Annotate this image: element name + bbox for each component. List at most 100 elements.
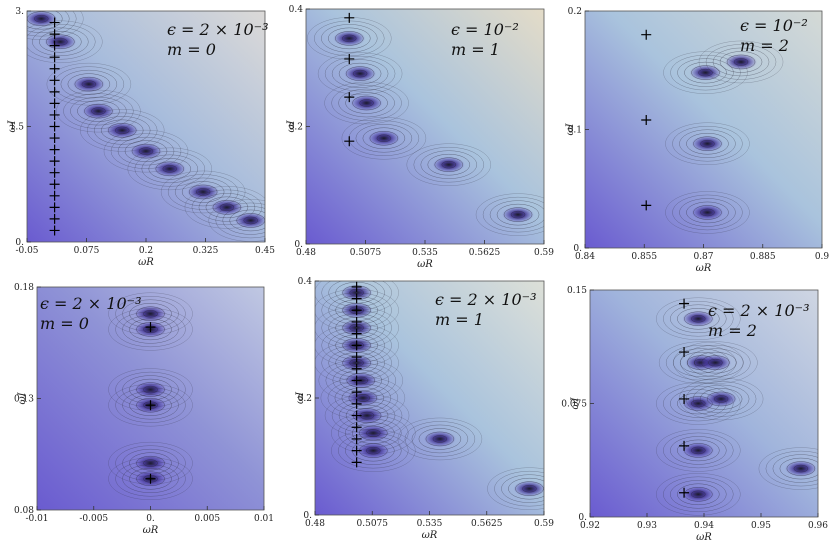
- cross-marker-1-8: [49, 144, 60, 155]
- cross-marker-1-4: [49, 190, 60, 201]
- annotation-2-line-1: ϵ = 10⁻²: [451, 20, 519, 39]
- x-axis-label-3: ωR: [696, 263, 712, 274]
- pole-6-8: [758, 447, 818, 490]
- cross-marker-6-2: [679, 347, 690, 358]
- y-tick-label-2-3: 0.4: [289, 5, 304, 15]
- x-axis-label-2: ωR: [417, 259, 433, 270]
- cross-marker-5-5: [351, 328, 362, 339]
- cross-marker-1-1: [49, 225, 60, 236]
- x-tick-label-4-4: 0.005: [194, 514, 220, 524]
- pole-3-1: [663, 51, 748, 94]
- annotation-5-line-1: ϵ = 2 × 10⁻³: [435, 290, 537, 309]
- y-tick-label-4-1: 0.08: [14, 506, 34, 516]
- x-tick-label-5-3: 0.535: [417, 519, 443, 529]
- cross-marker-1-12: [49, 98, 60, 109]
- cross-marker-1-19: [49, 17, 60, 28]
- annotation-4-line-2: m = 0: [40, 314, 89, 333]
- x-tick-label-2-1: 0.48: [296, 248, 316, 258]
- x-axis-label-1: ωR: [138, 257, 154, 268]
- y-tick-label-6-2: 0.075: [561, 400, 587, 410]
- cross-marker-1-2: [49, 213, 60, 224]
- panel-2-background: [306, 9, 544, 244]
- y-axis-label-2: ωI: [286, 119, 297, 132]
- cross-marker-1-18: [49, 29, 60, 40]
- pole-1-3: [56, 89, 141, 133]
- cross-marker-1-7: [49, 156, 60, 167]
- y-tick-label-4-3: 0.18: [14, 283, 34, 293]
- cross-marker-6-4: [679, 440, 690, 451]
- y-tick-label-2-2: 0.2: [289, 123, 303, 133]
- cross-marker-1-6: [49, 167, 60, 178]
- pole-6-1: [656, 297, 741, 340]
- cross-marker-3-3: [641, 200, 652, 211]
- cross-marker-6-3: [679, 393, 690, 404]
- pole-1-8: [184, 186, 265, 229]
- annotation-1-line-2: m = 0: [167, 40, 216, 59]
- pole-2-5: [406, 143, 492, 186]
- pole-2-4: [341, 117, 427, 160]
- pole-6-3: [673, 341, 758, 384]
- pole-2-1: [307, 17, 392, 60]
- x-tick-label-1-2: 0.075: [74, 246, 100, 256]
- pole-3-2: [698, 40, 784, 84]
- cross-marker-5-11: [351, 398, 362, 409]
- y-tick-label-3-1: 0.: [573, 244, 582, 254]
- y-tick-label-1-2: 1.5: [10, 123, 25, 133]
- y-axis-label-6: ωI: [570, 396, 581, 409]
- cross-marker-4-3: [145, 473, 156, 484]
- pole-6-6: [656, 429, 741, 472]
- y-tick-label-5-2: 0.2: [298, 394, 312, 404]
- pole-1-5: [103, 129, 189, 173]
- cross-marker-1-15: [49, 63, 60, 74]
- x-tick-label-2-4: 0.5625: [469, 248, 501, 258]
- annotation-6-line-1: ϵ = 2 × 10⁻³: [708, 301, 810, 320]
- cross-marker-2-3: [344, 92, 355, 103]
- x-axis-label-4: ωR: [143, 525, 159, 536]
- annotation-3-line-2: m = 2: [740, 36, 789, 55]
- cross-marker-5-16: [351, 457, 362, 468]
- x-tick-label-6-3: 0.94: [694, 521, 714, 531]
- cross-marker-2-2: [344, 53, 355, 64]
- cross-marker-5-6: [351, 340, 362, 351]
- pole-2-3: [324, 81, 409, 125]
- cross-marker-1-11: [49, 109, 60, 120]
- cross-marker-5-1: [351, 281, 362, 292]
- cross-marker-5-14: [351, 433, 362, 444]
- annotation-3-line-1: ϵ = 10⁻²: [740, 16, 808, 35]
- cross-marker-5-15: [351, 445, 362, 456]
- pole-2-6: [475, 193, 544, 236]
- x-tick-label-3-1: 0.84: [575, 252, 595, 262]
- annotation-4-line-1: ϵ = 2 × 10⁻³: [40, 294, 142, 313]
- y-tick-label-5-1: 0.: [303, 511, 312, 521]
- pole-5-11: [397, 417, 483, 461]
- y-tick-label-3-3: 0.2: [568, 7, 582, 17]
- x-tick-label-2-5: 0.59: [534, 248, 554, 258]
- panel-3: 0.84 0.855 0.87 0.885 0.9 0. 0.1 0.2 ωR ωI ϵ = 10⁻…: [565, 7, 829, 274]
- pole-1-9: [208, 199, 265, 242]
- x-axis-label-5: ωR: [422, 530, 438, 541]
- cross-marker-1-3: [49, 202, 60, 213]
- y-tick-label-3-2: 0.1: [568, 126, 582, 136]
- panel-4: -0.01 -0.005 0. 0.005 0.01 0.08 0.13 0.18 ωR ωI ϵ …: [14, 283, 274, 536]
- annotation-2-line-2: m = 1: [451, 40, 500, 59]
- cross-marker-3-2: [641, 115, 652, 126]
- cross-marker-5-3: [351, 305, 362, 316]
- y-tick-label-1-1: 0.: [15, 238, 24, 248]
- pole-2-2: [317, 52, 403, 95]
- cross-marker-5-7: [351, 352, 362, 363]
- panel-6: 0.92 0.93 0.94 0.95 0.96 0. 0.075 0.15 ωR ωI ϵ = 2…: [561, 286, 828, 543]
- x-tick-label-6-1: 0.92: [580, 521, 600, 531]
- x-axis-label-6: ωR: [696, 532, 712, 543]
- y-tick-label-4-2: 0.13: [14, 395, 34, 405]
- x-tick-label-5-2: 0.5075: [357, 519, 389, 529]
- x-tick-label-2-2: 0.5075: [350, 248, 382, 258]
- y-tick-label-2-1: 0.: [294, 240, 303, 250]
- x-tick-label-3-3: 0.87: [693, 252, 713, 262]
- cross-marker-1-9: [49, 133, 60, 144]
- pole-1-6: [127, 147, 213, 191]
- pole-5-12: [487, 467, 544, 510]
- pole-3-4: [665, 191, 750, 234]
- annotation-1-line-1: ϵ = 2 × 10⁻³: [167, 20, 269, 39]
- x-tick-label-6-5: 0.96: [808, 521, 828, 531]
